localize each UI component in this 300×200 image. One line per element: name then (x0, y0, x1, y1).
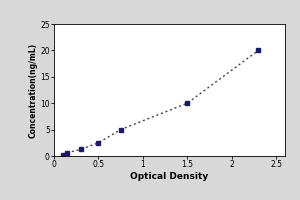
X-axis label: Optical Density: Optical Density (130, 172, 208, 181)
Y-axis label: Concentration(ng/mL): Concentration(ng/mL) (28, 42, 38, 138)
